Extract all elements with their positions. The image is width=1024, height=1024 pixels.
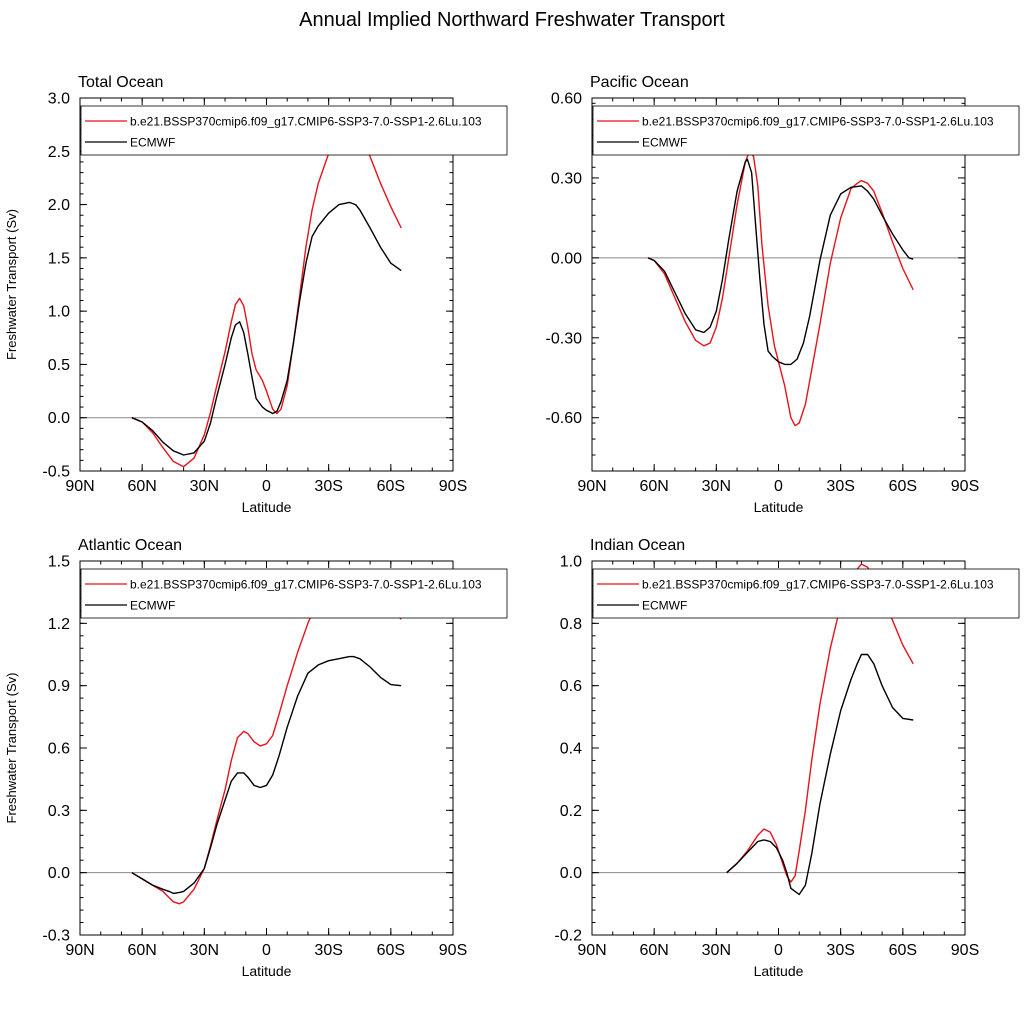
- legend-label: ECMWF: [642, 136, 687, 150]
- series-line-ecmwf: [726, 653, 914, 896]
- x-tick-label: 30N: [190, 478, 219, 495]
- y-tick-label: 1.5: [48, 250, 70, 267]
- legend-label: b.e21.BSSP370cmip6.f09_g17.CMIP6-SSP3-7.…: [130, 578, 482, 592]
- x-tick-label: 90S: [439, 942, 467, 959]
- y-tick-label: 0.2: [560, 803, 582, 820]
- x-tick-label: 90S: [439, 478, 467, 495]
- series-line-ecmwf: [131, 201, 402, 456]
- x-tick-label: 60S: [377, 942, 405, 959]
- series-line-model: [647, 150, 914, 427]
- y-tick-label: 0.3: [48, 803, 70, 820]
- y-tick-label: -0.2: [554, 928, 582, 945]
- y-tick-label: 1.2: [48, 616, 70, 633]
- series-line-ecmwf: [131, 655, 402, 895]
- legend: b.e21.BSSP370cmip6.f09_g17.CMIP6-SSP3-7.…: [592, 568, 1020, 619]
- x-tick-label: 0: [262, 942, 271, 959]
- x-axis-label: Latitude: [754, 499, 804, 515]
- panel-indian-ocean: Indian Ocean 90N 60N 30N 0 30S 60S 90S -0.2 0.0 0.…: [554, 537, 1020, 979]
- legend-box: [80, 105, 508, 156]
- legend-label: b.e21.BSSP370cmip6.f09_g17.CMIP6-SSP3-7.…: [642, 115, 994, 129]
- series-line-model: [131, 127, 402, 468]
- y-tick-label: 0.60: [551, 91, 582, 108]
- legend: b.e21.BSSP370cmip6.f09_g17.CMIP6-SSP3-7.…: [80, 105, 508, 156]
- y-tick-label: 0.4: [560, 741, 582, 758]
- x-tick-label: 30N: [702, 942, 731, 959]
- x-tick-label: 90S: [951, 942, 979, 959]
- x-axis-label: Latitude: [242, 499, 292, 515]
- legend-box: [592, 568, 1020, 619]
- legend-label: ECMWF: [130, 136, 175, 150]
- legend-box: [592, 105, 1020, 156]
- y-tick-label: 2.5: [48, 144, 70, 161]
- panel-total-ocean: Total Ocean 90N 60N 30N 0 30S 60S 90S -0.5 0.0 0.5…: [4, 74, 508, 515]
- y-tick-label: 0.9: [48, 678, 70, 695]
- y-tick-label: 1.0: [48, 304, 70, 321]
- x-tick-label: 30S: [314, 478, 342, 495]
- y-axis-label: Freshwater Transport (Sv): [4, 673, 19, 824]
- panel-title: Atlantic Ocean: [78, 537, 182, 554]
- legend: b.e21.BSSP370cmip6.f09_g17.CMIP6-SSP3-7.…: [80, 568, 508, 619]
- x-tick-label: 60N: [639, 942, 668, 959]
- y-tick-label: 3.0: [48, 91, 70, 108]
- x-tick-label: 60N: [127, 478, 156, 495]
- x-tick-label: 0: [262, 478, 271, 495]
- y-tick-label: 0.0: [560, 865, 582, 882]
- x-tick-label: 30S: [826, 478, 854, 495]
- y-tick-label: 2.0: [48, 197, 70, 214]
- x-tick-label: 90N: [65, 942, 94, 959]
- x-tick-label: 60N: [127, 942, 156, 959]
- x-tick-label: 30S: [314, 942, 342, 959]
- x-tick-label: 60S: [377, 478, 405, 495]
- legend-label: ECMWF: [642, 599, 687, 613]
- y-tick-label: 0.0: [48, 865, 70, 882]
- x-tick-label: 90N: [577, 478, 606, 495]
- y-tick-label: 0.6: [48, 741, 70, 758]
- x-tick-label: 30N: [702, 478, 731, 495]
- series-line-ecmwf: [647, 158, 914, 366]
- panel-title: Total Ocean: [78, 74, 163, 91]
- series-line-model: [131, 572, 402, 905]
- x-tick-label: 60N: [639, 478, 668, 495]
- x-tick-label: 90N: [577, 942, 606, 959]
- y-tick-label: 0.6: [560, 678, 582, 695]
- panel-title: Pacific Ocean: [590, 74, 689, 91]
- panel-atlantic-ocean: Atlantic Ocean 90N 60N 30N 0 30S 60S 90S -0.3 0.0…: [4, 537, 508, 979]
- y-tick-label: 0.00: [551, 250, 582, 267]
- figure-title: Annual Implied Northward Freshwater Tran…: [299, 9, 725, 31]
- y-tick-label: 0.8: [560, 616, 582, 633]
- x-tick-label: 60S: [889, 478, 917, 495]
- y-tick-label: 1.5: [48, 554, 70, 571]
- legend-label: b.e21.BSSP370cmip6.f09_g17.CMIP6-SSP3-7.…: [642, 578, 994, 592]
- legend-label: b.e21.BSSP370cmip6.f09_g17.CMIP6-SSP3-7.…: [130, 115, 482, 129]
- panel-pacific-ocean: Pacific Ocean 90N 60N 30N 0 30S 60S 90S -0.60 -0.…: [546, 74, 1020, 515]
- y-tick-label: -0.5: [42, 464, 70, 481]
- x-tick-label: 30N: [190, 942, 219, 959]
- x-axis-label: Latitude: [754, 963, 804, 979]
- y-tick-label: -0.60: [546, 410, 583, 427]
- y-axis-label: Freshwater Transport (Sv): [4, 209, 19, 360]
- y-tick-label: 0.0: [48, 410, 70, 427]
- legend-label: ECMWF: [130, 599, 175, 613]
- x-tick-label: 0: [774, 478, 783, 495]
- x-axis-label: Latitude: [242, 963, 292, 979]
- y-tick-label: 0.5: [48, 357, 70, 374]
- x-tick-label: 0: [774, 942, 783, 959]
- x-tick-label: 90S: [951, 478, 979, 495]
- x-tick-label: 90N: [65, 478, 94, 495]
- y-tick-label: -0.3: [42, 928, 70, 945]
- y-tick-label: 0.30: [551, 170, 582, 187]
- x-tick-label: 60S: [889, 942, 917, 959]
- y-tick-label: -0.30: [546, 330, 583, 347]
- legend: b.e21.BSSP370cmip6.f09_g17.CMIP6-SSP3-7.…: [592, 105, 1020, 156]
- y-tick-label: 1.0: [560, 554, 582, 571]
- x-tick-label: 30S: [826, 942, 854, 959]
- panel-title: Indian Ocean: [590, 537, 685, 554]
- legend-box: [80, 568, 508, 619]
